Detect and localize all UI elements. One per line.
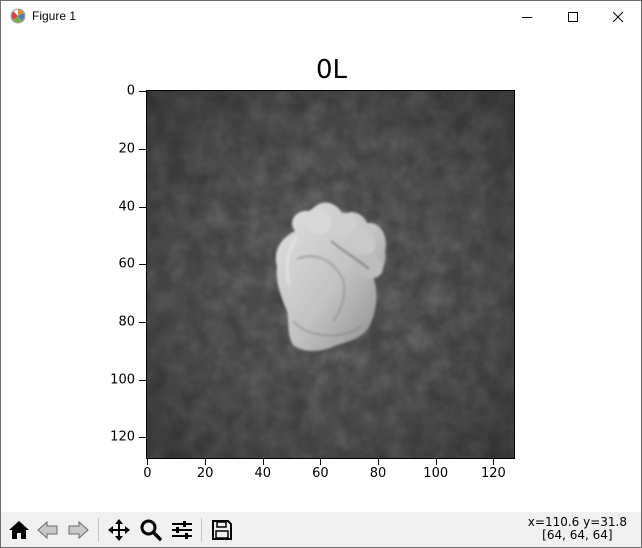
close-button[interactable] — [595, 1, 641, 32]
minimize-button[interactable] — [504, 1, 550, 32]
configure-subplots-icon — [172, 521, 192, 539]
zoom-icon — [140, 519, 162, 541]
save-icon — [212, 520, 232, 540]
maximize-button[interactable] — [550, 1, 596, 32]
x-tick-label: 40 — [254, 466, 272, 481]
x-tick-label: 20 — [196, 466, 214, 481]
x-tick — [205, 459, 207, 465]
hand-image — [147, 91, 514, 458]
y-tick — [139, 149, 146, 151]
x-tick — [435, 459, 437, 465]
configure-subplots-button[interactable] — [168, 516, 196, 544]
y-tick — [139, 437, 146, 439]
x-tick — [147, 459, 149, 465]
y-tick — [139, 322, 146, 324]
y-tick-label: 120 — [110, 429, 135, 445]
cursor-readout: x=110.6 y=31.8 [64, 64, 64] — [528, 516, 627, 542]
x-tick — [378, 459, 380, 465]
y-tick-label: 100 — [110, 372, 135, 388]
image-axes[interactable] — [146, 90, 515, 459]
title-bar[interactable]: Figure 1 — [1, 1, 641, 32]
matplotlib-icon — [10, 8, 26, 24]
navigation-toolbar: x=110.6 y=31.8 [64, 64, 64] — [1, 512, 641, 547]
y-tick — [139, 91, 146, 93]
home-icon — [9, 521, 29, 539]
y-tick-label: 80 — [118, 314, 135, 330]
y-tick — [139, 379, 146, 381]
close-icon — [612, 11, 624, 22]
save-button[interactable] — [208, 516, 236, 544]
x-tick-label: 80 — [369, 466, 387, 481]
y-tick — [139, 206, 146, 208]
zoom-button[interactable] — [137, 516, 165, 544]
minimize-icon — [522, 16, 532, 18]
x-tick-label: 100 — [423, 466, 449, 481]
pan-button[interactable] — [105, 516, 133, 544]
y-tick-label: 60 — [118, 256, 135, 272]
y-tick-label: 40 — [118, 199, 135, 215]
cursor-coordinates: x=110.6 y=31.8 — [527, 515, 627, 529]
x-tick — [493, 459, 495, 465]
window-title: Figure 1 — [32, 9, 77, 23]
x-tick-label: 60 — [312, 466, 329, 481]
x-tick-label: 0 — [143, 466, 152, 481]
plot-title: 0L — [315, 55, 348, 85]
forward-arrow-icon — [68, 520, 89, 540]
toolbar-separator — [98, 518, 99, 542]
pan-icon — [108, 519, 130, 541]
pixel-value: [64, 64, 64] — [542, 528, 613, 542]
x-tick — [320, 459, 322, 465]
x-tick — [262, 459, 264, 465]
back-button[interactable] — [34, 516, 62, 544]
home-button[interactable] — [5, 516, 33, 544]
maximize-icon — [568, 11, 578, 22]
back-arrow-icon — [37, 520, 58, 540]
x-tick-label: 120 — [480, 466, 506, 481]
y-tick-label: 20 — [118, 141, 135, 157]
forward-button[interactable] — [64, 516, 92, 544]
y-tick-label: 0 — [126, 83, 135, 99]
y-tick — [139, 264, 146, 266]
toolbar-separator — [201, 518, 202, 542]
